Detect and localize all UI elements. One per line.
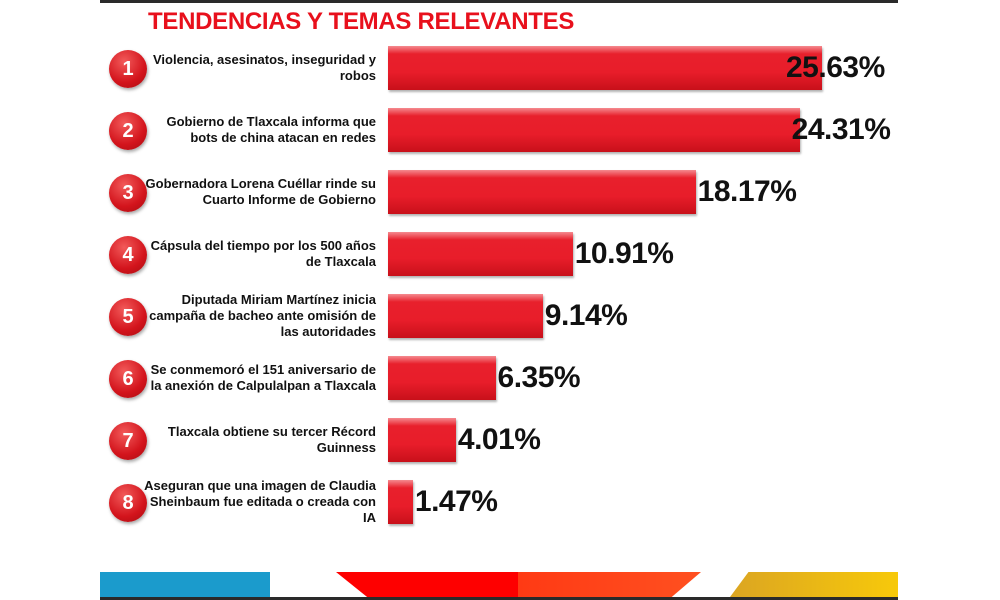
category-label: Gobernadora Lorena Cuéllar rinde su Cuar…	[145, 176, 376, 207]
bottom-border	[100, 597, 898, 600]
footer-stripe-red	[336, 572, 519, 597]
rank-badge: 6	[109, 360, 147, 398]
category-label: Se conmemoró el 151 aniversario de la an…	[150, 362, 376, 393]
value-label: 6.35%	[497, 361, 581, 394]
bar	[388, 294, 543, 338]
footer-stripe-blue	[100, 572, 270, 597]
rank-badge: 8	[109, 484, 147, 522]
rank-badge: 7	[109, 422, 147, 460]
bar	[388, 418, 456, 462]
chart-title: TENDENCIAS Y TEMAS RELEVANTES	[148, 8, 575, 35]
value-label: 9.14%	[544, 299, 628, 332]
category-label: Violencia, asesinatos, inseguridad y rob…	[152, 52, 376, 83]
chart-row: 4 Cápsula del tiempo por los 500 años de…	[0, 224, 1000, 286]
chart-row: 6 Se conmemoró el 151 aniversario de la …	[0, 348, 1000, 410]
category-label: Aseguran que una imagen de Claudia Shein…	[144, 478, 376, 525]
bar	[388, 170, 696, 214]
value-label: 25.63%	[786, 51, 885, 84]
rank-badge: 4	[109, 236, 147, 274]
rank-badge: 1	[109, 50, 147, 88]
rank-badge: 2	[109, 112, 147, 150]
footer-stripe-orange	[518, 572, 701, 597]
bar	[388, 480, 413, 524]
value-label: 4.01%	[457, 423, 541, 456]
top-border	[100, 0, 898, 3]
bar	[388, 108, 800, 152]
category-label: Cápsula del tiempo por los 500 años de T…	[150, 238, 376, 269]
value-label: 1.47%	[414, 485, 498, 518]
chart-row: 3 Gobernadora Lorena Cuéllar rinde su Cu…	[0, 162, 1000, 224]
category-label: Tlaxcala obtiene su tercer Récord Guinne…	[167, 424, 376, 455]
value-label: 10.91%	[574, 237, 674, 270]
bar	[388, 232, 573, 276]
chart-row: 1 Violencia, asesinatos, inseguridad y r…	[0, 38, 1000, 100]
bar	[388, 46, 822, 90]
bar	[388, 356, 496, 400]
category-label: Gobierno de Tlaxcala informa que bots de…	[166, 114, 377, 145]
rank-badge: 3	[109, 174, 147, 212]
value-label: 24.31%	[791, 113, 891, 146]
chart-row: 2 Gobierno de Tlaxcala informa que bots …	[0, 100, 1000, 162]
value-label: 18.17%	[697, 175, 797, 208]
category-label: Diputada Miriam Martínez inicia campaña …	[149, 292, 376, 339]
chart-row: 5 Diputada Miriam Martínez inicia campañ…	[0, 286, 1000, 348]
footer-stripe-yellow	[730, 572, 898, 597]
rank-badge: 5	[109, 298, 147, 336]
chart-row: 7 Tlaxcala obtiene su tercer Récord Guin…	[0, 410, 1000, 472]
chart-row: 8 Aseguran que una imagen de Claudia She…	[0, 472, 1000, 534]
